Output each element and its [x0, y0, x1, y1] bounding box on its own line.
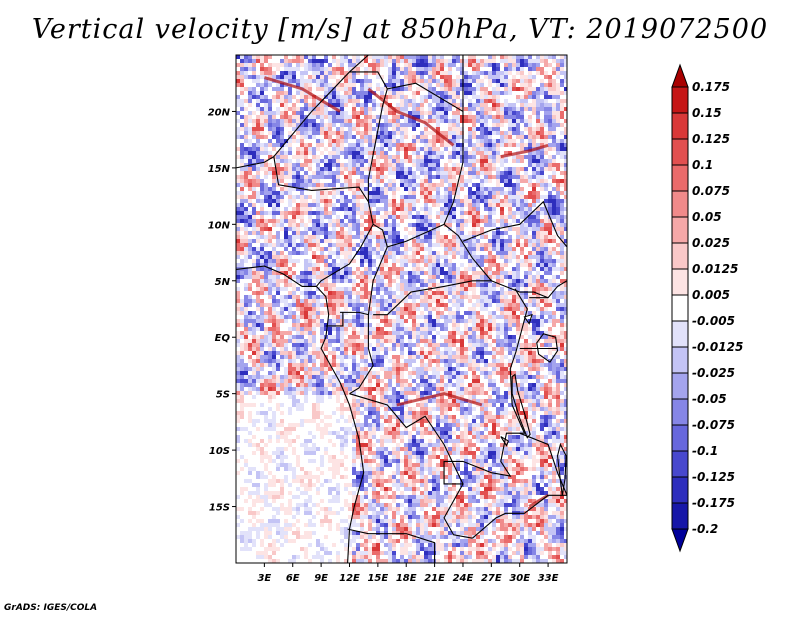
x-tick-label: 21E — [424, 573, 445, 584]
colorbar-label: -0.075 — [692, 418, 735, 432]
colorbar-segment — [671, 112, 689, 140]
y-tick-label: 15S — [209, 503, 230, 514]
country-borders — [236, 55, 567, 563]
colorbar-segment — [671, 320, 689, 348]
colorbar-segment — [671, 476, 689, 504]
colorbar-label: -0.05 — [692, 392, 727, 406]
y-tick-label: EQ — [215, 333, 231, 344]
chart-title: Vertical velocity [m/s] at 850hPa, VT: 2… — [31, 14, 769, 45]
colorbar-label: -0.2 — [692, 522, 718, 536]
colorbar-segment — [671, 294, 689, 322]
colorbar-label: 0.005 — [692, 288, 730, 302]
colorbar-segment — [671, 242, 689, 270]
x-tick-label: 30E — [509, 573, 530, 584]
colorbar-label: -0.175 — [692, 496, 735, 510]
colorbar-label: 0.075 — [692, 184, 730, 198]
y-tick-label: 10S — [209, 446, 230, 457]
colorbar-segment — [671, 63, 689, 88]
x-tick-label: 33E — [538, 573, 559, 584]
colorbar-segment — [671, 268, 689, 296]
x-tick-label: 24E — [453, 573, 474, 584]
colorbar-label: 0.175 — [692, 80, 730, 94]
colorbar-segment — [671, 164, 689, 192]
y-axis: 20N 15N 10N 5N EQ 5S 10S 15S — [208, 107, 236, 514]
colorbar-segment — [671, 424, 689, 452]
colorbar-label: -0.025 — [692, 366, 735, 380]
x-tick-label: 27E — [481, 573, 502, 584]
colorbar-segment — [671, 502, 689, 530]
colorbar-label: 0.1 — [692, 158, 713, 172]
colorbar-segment — [671, 398, 689, 426]
x-tick-label: 12E — [339, 573, 360, 584]
colorbar-segment — [671, 216, 689, 244]
x-tick-label: 3E — [257, 573, 271, 584]
colorbar-label: 0.05 — [692, 210, 722, 224]
colorbar-label: -0.0125 — [692, 340, 743, 354]
x-tick-label: 18E — [396, 573, 417, 584]
colorbar-label: 0.15 — [692, 106, 722, 120]
colorbar-label: -0.005 — [692, 314, 735, 328]
colorbar-segment — [671, 86, 689, 114]
y-tick-label: 5N — [215, 277, 231, 288]
x-tick-label: 15E — [367, 573, 388, 584]
colorbar-label: -0.1 — [692, 444, 718, 458]
colorbar-segment — [671, 190, 689, 218]
colorbar-label: -0.125 — [692, 470, 735, 484]
colorbar-label: 0.0125 — [692, 262, 738, 276]
x-tick-label: 9E — [314, 573, 328, 584]
colorbar-segment — [671, 346, 689, 374]
credit-text: GrADS: IGES/COLA — [4, 603, 98, 613]
x-tick-label: 6E — [286, 573, 300, 584]
map-frame — [235, 54, 568, 564]
y-tick-label: 15N — [208, 164, 231, 175]
colorbar-segment — [671, 450, 689, 478]
y-tick-label: 5S — [216, 390, 230, 401]
colorbar-label: 0.025 — [692, 236, 730, 250]
y-tick-label: 10N — [208, 220, 231, 231]
colorbar-segment — [671, 372, 689, 400]
map-field — [236, 55, 567, 563]
colorbar-segment — [671, 138, 689, 166]
x-axis: 3E 6E 9E 12E 15E 18E 21E 24E 27E 30E 33E — [257, 563, 559, 584]
colorbar: 0.175 0.15 0.125 0.1 0.075 0.05 0.025 0.0125 0.0… — [671, 63, 743, 553]
y-tick-label: 20N — [208, 107, 231, 118]
colorbar-label: 0.125 — [692, 132, 730, 146]
colorbar-segment — [671, 528, 689, 553]
